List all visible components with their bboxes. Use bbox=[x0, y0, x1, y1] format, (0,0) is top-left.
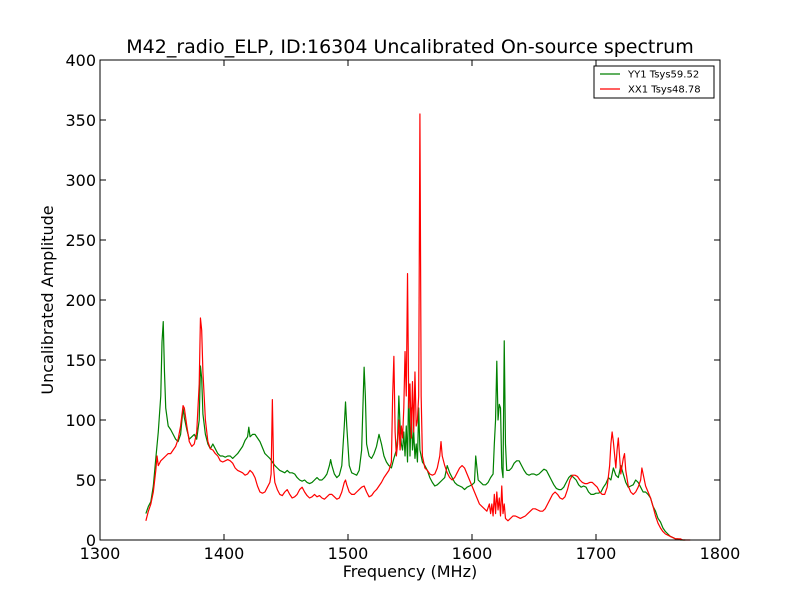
series-layer bbox=[145, 113, 691, 541]
y-tick-label: 150 bbox=[65, 351, 96, 370]
y-tick-label: 100 bbox=[65, 411, 96, 430]
y-tick-label: 350 bbox=[65, 111, 96, 130]
series-line-0 bbox=[145, 321, 686, 541]
legend-box bbox=[593, 65, 715, 99]
y-tick-label: 50 bbox=[76, 471, 96, 490]
y-axis-title: Uncalibrated Amplitude bbox=[38, 205, 57, 394]
x-tick-label: 1800 bbox=[700, 544, 741, 563]
series-line-1 bbox=[145, 113, 691, 541]
legend-label-yy1: YY1 Tsys59.52 bbox=[627, 70, 699, 81]
x-tick-label: 1300 bbox=[80, 544, 121, 563]
y-tick-label: 300 bbox=[65, 171, 96, 190]
y-tick-label: 400 bbox=[65, 51, 96, 70]
x-tick-label: 1400 bbox=[204, 544, 245, 563]
x-axis-title: Frequency (MHz) bbox=[343, 562, 477, 581]
x-tick-label: 1600 bbox=[452, 544, 493, 563]
legend: YY1 Tsys59.52 XX1 Tsys48.78 bbox=[593, 65, 715, 99]
chart-title: M42_radio_ELP, ID:16304 Uncalibrated On-… bbox=[126, 36, 693, 58]
x-tick-label: 1700 bbox=[576, 544, 617, 563]
plot-area bbox=[100, 60, 720, 540]
y-tick-label: 250 bbox=[65, 231, 96, 250]
x-tick-label: 1500 bbox=[328, 544, 369, 563]
plot-frame bbox=[99, 59, 721, 541]
y-tick-label: 200 bbox=[65, 291, 96, 310]
tick-layer: 1300 1400 1500 1600 1700 1800 0 50 100 150 200 250 3… bbox=[65, 51, 740, 563]
legend-label-xx1: XX1 Tsys48.78 bbox=[628, 85, 701, 96]
y-tick-label: 0 bbox=[86, 531, 96, 550]
